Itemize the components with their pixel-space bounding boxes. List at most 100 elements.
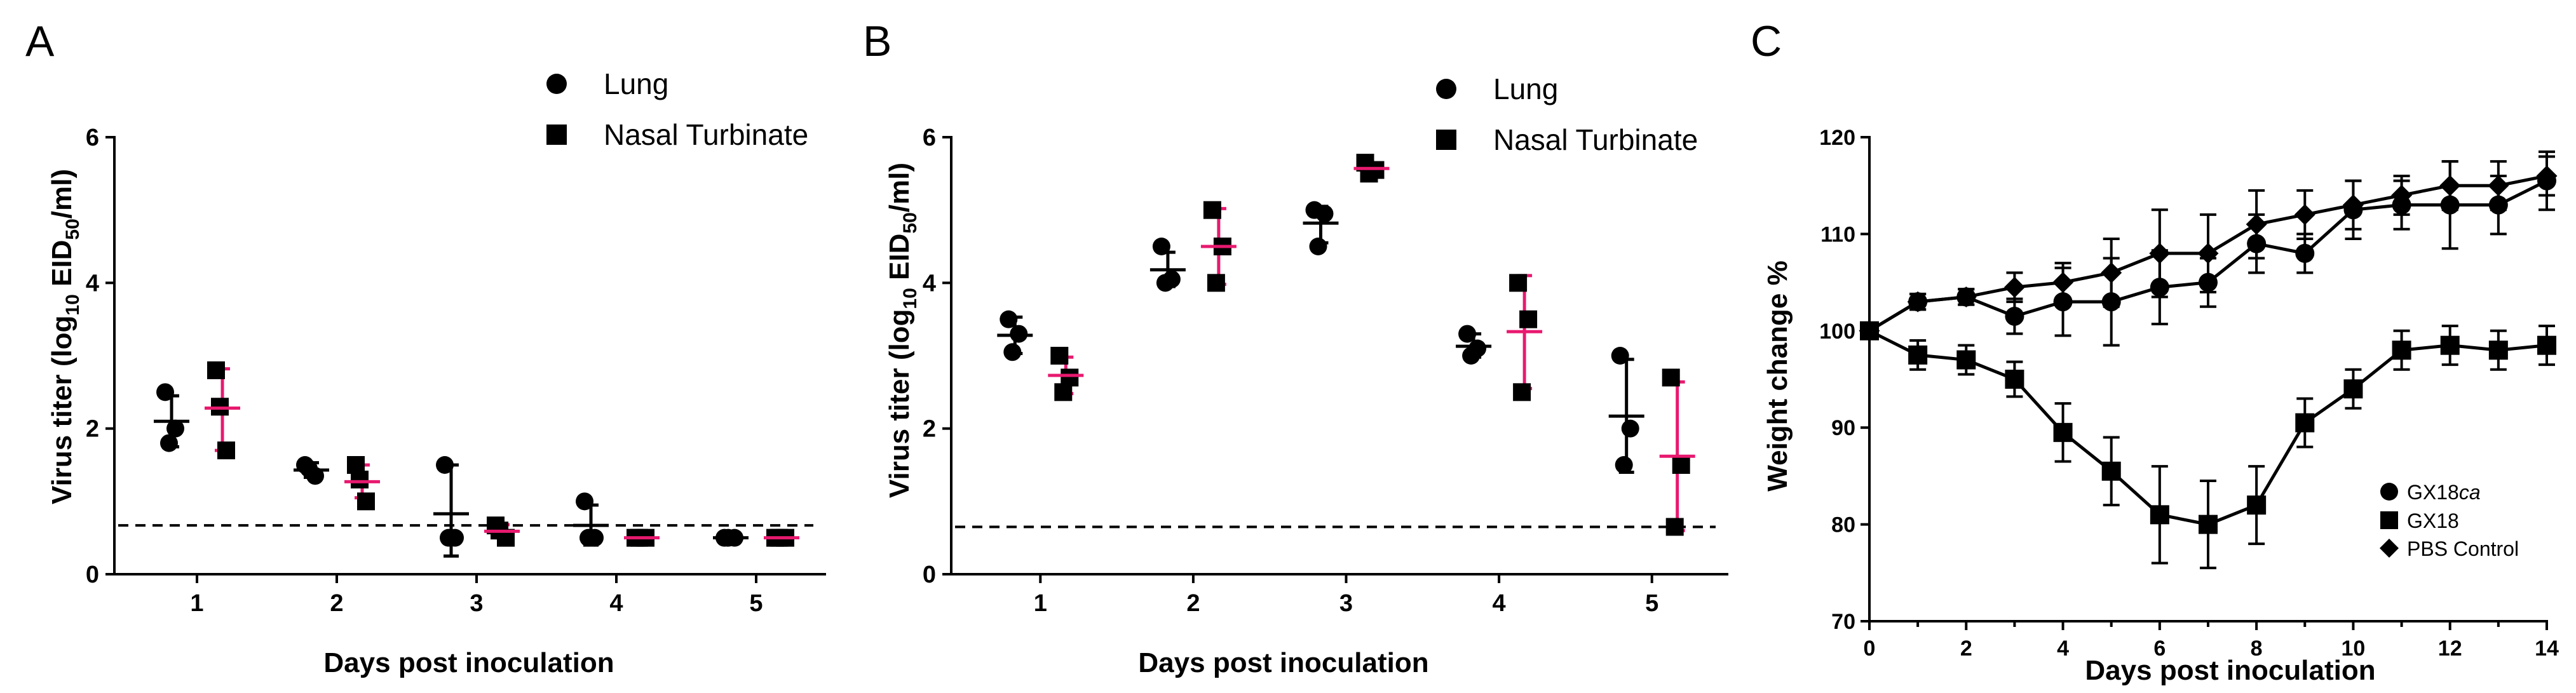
panel-c-x-tick-label: 10 — [2342, 636, 2366, 661]
panel-c-y-tick-label: 120 — [1819, 126, 1855, 150]
panel-b-lung-point — [1462, 347, 1481, 365]
panel-a-x-tick-label: 1 — [190, 590, 203, 617]
panel-c-legend-pbs-marker — [2380, 539, 2399, 558]
panel-a-nasal-point — [217, 441, 235, 460]
panel-b-lung-point — [1315, 205, 1334, 223]
panel-c: C Weight change % Days post inoculation … — [1751, 17, 2559, 686]
panel-b-lung-point — [1000, 310, 1018, 328]
panel-c-pbs-point — [2488, 175, 2509, 196]
panel-c-x-tick-label: 6 — [2153, 636, 2166, 661]
panel-c-gx18-point — [2005, 370, 2024, 389]
panel-c-gx18-point — [2537, 335, 2556, 355]
panel-c-plot: 70 80 90 100 110 120 0 2 4 6 8 10 12 14 — [1819, 126, 2559, 661]
panel-b-lung-point — [1458, 325, 1477, 343]
panel-a-lung-point — [156, 383, 174, 401]
panel-c-pbs-point — [2197, 243, 2219, 264]
panel-b-ylabel: Virus titer (log10 EID50/ml) — [884, 163, 921, 498]
panel-c-legend-gx18ca-marker — [2380, 483, 2398, 501]
panel-a-y-tick-label: 6 — [86, 124, 99, 151]
panel-a-lung-point — [436, 456, 454, 474]
panel-c-x-tick-label: 2 — [1960, 636, 1972, 661]
panel-b-lung-point — [1309, 238, 1327, 255]
panel-b-legend-nasal-label: Nasal Turbinate — [1493, 123, 1698, 156]
panel-b-lung-point — [1621, 419, 1639, 438]
panel-c-y-tick-label: 100 — [1819, 320, 1855, 344]
panel-b-plot: 0 2 4 6 1 2 3 4 5 — [923, 124, 1728, 617]
panel-b-y-tick-label: 6 — [923, 124, 936, 151]
panel-b-nasal-point — [1203, 201, 1221, 219]
panel-c-letter: C — [1751, 17, 1782, 65]
panel-c-gx18-point — [1908, 345, 1928, 365]
panel-a-legend-nasal-label: Nasal Turbinate — [604, 118, 808, 151]
panel-c-gx18-point — [2101, 461, 2121, 481]
panel-a-x-tick-label: 3 — [470, 590, 483, 617]
panel-c-pbs-point — [2246, 213, 2267, 235]
panel-a-plot: 0 2 4 6 1 2 3 4 5 — [86, 124, 826, 617]
panel-c-pbs-point — [2052, 272, 2074, 293]
panel-a-lung-point — [440, 528, 458, 547]
panel-c-gx18ca-point — [2005, 306, 2024, 326]
panel-c-gx18-point — [2295, 413, 2315, 433]
panel-a-nasal-point — [357, 492, 375, 511]
panel-c-ylabel: Weight change % — [1762, 260, 1793, 491]
panel-b-x-tick-label: 2 — [1186, 590, 1200, 617]
panel-a-lung-point — [580, 528, 597, 547]
panel-a-legend-lung-marker — [546, 74, 567, 94]
panel-b-nasal-point — [1665, 518, 1684, 536]
panel-b-nasal-point — [1513, 383, 1531, 401]
panel-b-legend: Lung Nasal Turbinate — [1436, 72, 1698, 156]
panel-b-x-tick-label: 4 — [1493, 590, 1506, 617]
panel-a-y-tick-label: 0 — [86, 562, 99, 588]
panel-c-gx18-point — [2247, 495, 2267, 515]
panel-a-lung-point — [160, 434, 178, 452]
panel-b-legend-lung-label: Lung — [1493, 72, 1558, 105]
panel-b-nasal-point — [1207, 274, 1225, 292]
panel-b-legend-lung-marker — [1436, 79, 1456, 99]
panel-a: A Virus titer (log10 EID50/ml) Days post… — [25, 17, 826, 678]
panel-c-pbs-point — [1907, 291, 1929, 313]
panel-c-y-tick-label: 80 — [1831, 513, 1855, 537]
panel-c-pbs-point — [1955, 286, 1977, 307]
panel-a-y-tick-label: 2 — [86, 416, 99, 443]
panel-a-lung-point — [576, 492, 593, 511]
panel-c-y-tick-label: 70 — [1831, 610, 1855, 634]
panel-b-y-tick-label: 0 — [923, 562, 936, 588]
panel-a-nasal-point — [207, 361, 225, 379]
panel-b-nasal-point — [1050, 347, 1069, 365]
panel-c-legend-gx18-label: GX18 — [2407, 509, 2459, 532]
panel-c-gx18-point — [1956, 350, 1976, 370]
panel-c-pbs-point — [2342, 194, 2364, 216]
panel-b-lung-point — [1003, 343, 1022, 361]
panel-b-lung-point — [1611, 347, 1629, 365]
panel-c-gx18-point — [2392, 340, 2411, 360]
panel-c-y-tick-label: 110 — [1820, 222, 1855, 246]
panel-a-ylabel: Virus titer (log10 EID50/ml) — [46, 169, 83, 504]
panel-c-legend-gx18ca-label: GX18ca — [2407, 481, 2481, 504]
panel-a-legend: Lung Nasal Turbinate — [546, 67, 808, 151]
panel-c-x-tick-label: 14 — [2535, 636, 2559, 661]
panel-b-x-tick-label: 5 — [1645, 590, 1658, 617]
panel-b-nasal-point — [1672, 456, 1690, 474]
panel-c-x-tick-label: 12 — [2438, 636, 2462, 661]
panel-b-xlabel: Days post inoculation — [1138, 647, 1428, 678]
panel-a-y-tick-label: 4 — [86, 270, 99, 297]
panel-b-y-tick-label: 2 — [923, 416, 936, 443]
panel-b-lung-point — [1152, 238, 1170, 255]
panel-c-pbs-point — [2294, 204, 2315, 225]
panel-a-xlabel: Days post inoculation — [323, 647, 614, 678]
panel-b-x-tick-label: 1 — [1034, 590, 1047, 617]
panel-b-letter: B — [863, 17, 891, 65]
panel-c-x-tick-label: 4 — [2057, 636, 2069, 661]
panel-a-x-tick-label: 2 — [330, 590, 343, 617]
panel-c-gx18-point — [2199, 515, 2218, 534]
panel-c-pbs-point — [2003, 276, 2025, 298]
panel-a-legend-nasal-marker — [546, 124, 567, 145]
panel-a-x-tick-label: 5 — [749, 590, 763, 617]
panel-b-y-tick-label: 4 — [923, 270, 936, 297]
panel-c-gx18-point — [2150, 505, 2169, 525]
panel-c-legend-pbs-label: PBS Control — [2407, 537, 2519, 560]
panel-c-pbs-point — [2101, 262, 2122, 283]
panel-c-gx18-point — [2440, 335, 2460, 355]
panel-b-x-tick-label: 3 — [1339, 590, 1353, 617]
panel-b-nasal-point — [1054, 383, 1073, 401]
